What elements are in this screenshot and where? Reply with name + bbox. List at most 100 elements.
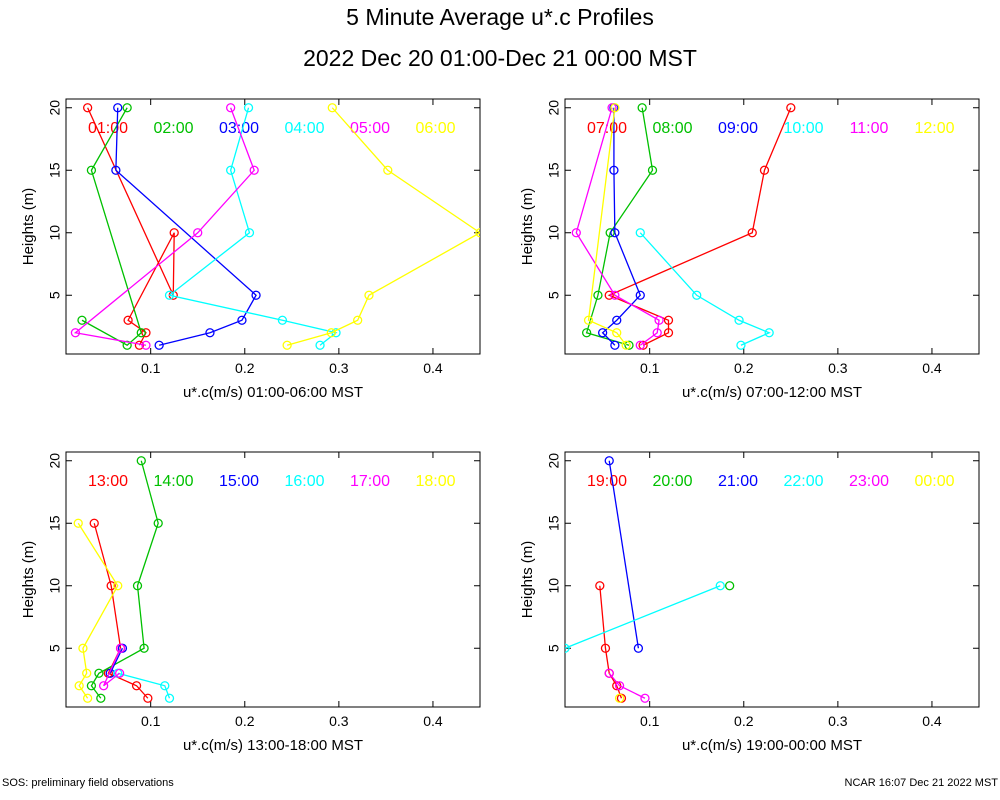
series-1900 <box>595 581 627 703</box>
data-point <box>136 456 146 466</box>
data-point <box>141 328 151 338</box>
data-point <box>604 668 614 678</box>
data-point <box>131 681 142 691</box>
data-point <box>747 228 757 238</box>
data-point <box>237 315 247 325</box>
series-1700 <box>98 643 126 691</box>
data-point <box>609 165 619 175</box>
data-point <box>113 103 123 113</box>
x-tick-label: 0.2 <box>734 713 754 729</box>
series-1100 <box>571 103 664 350</box>
data-point <box>364 290 374 300</box>
data-point <box>604 290 614 300</box>
data-point <box>633 643 644 653</box>
series-0800 <box>581 103 658 350</box>
data-point <box>244 228 255 238</box>
y-tick-label: 5 <box>47 291 63 299</box>
data-point <box>610 290 620 300</box>
data-point <box>786 103 796 113</box>
x-tick-label: 0.3 <box>828 360 848 376</box>
legend-label: 14:00 <box>153 473 193 490</box>
y-tick-label: 10 <box>47 225 63 241</box>
series-line <box>575 107 660 346</box>
data-point <box>89 518 99 528</box>
y-tick-label: 10 <box>546 578 562 594</box>
y-tick-label: 5 <box>546 291 562 299</box>
data-point <box>581 328 592 338</box>
y-axis-label: Heights (m) <box>519 188 536 266</box>
series-line <box>168 107 338 346</box>
data-point <box>759 165 770 175</box>
data-point <box>475 228 480 238</box>
legend-label: 19:00 <box>587 473 627 490</box>
data-point <box>663 315 674 325</box>
x-tick-label: 0.2 <box>235 713 255 729</box>
data-point <box>571 228 581 238</box>
data-point <box>277 315 288 325</box>
data-point <box>251 290 261 300</box>
data-point <box>654 315 664 325</box>
legend-label: 15:00 <box>219 473 259 490</box>
page-subtitle: 2022 Dec 20 01:00-Dec 21 00:00 MST <box>303 45 697 71</box>
data-point <box>595 581 605 591</box>
x-tick-label: 0.3 <box>828 713 848 729</box>
data-point <box>86 165 97 175</box>
data-point <box>74 681 84 691</box>
series-1200 <box>583 103 631 350</box>
data-point <box>282 340 292 350</box>
legend-label: 07:00 <box>587 120 627 137</box>
data-point <box>114 668 125 678</box>
y-tick-label: 15 <box>546 515 562 531</box>
x-axis-label: u*.c(m/s) 19:00-00:00 MST <box>682 737 862 754</box>
y-tick-label: 20 <box>47 453 63 469</box>
series-line <box>587 107 627 346</box>
y-axis-label: Heights (m) <box>20 541 37 619</box>
data-point <box>647 165 658 175</box>
data-point <box>141 340 151 350</box>
data-point <box>153 518 163 528</box>
data-point <box>82 103 93 113</box>
data-point <box>226 165 236 175</box>
data-point <box>593 290 603 300</box>
series-1800 <box>73 518 123 703</box>
legend-label: 20:00 <box>652 473 692 490</box>
x-tick-label: 0.2 <box>734 360 754 376</box>
data-point <box>621 340 631 350</box>
x-tick-label: 0.3 <box>329 360 349 376</box>
plot-frame <box>564 98 980 355</box>
data-point <box>77 315 87 325</box>
legend-label: 09:00 <box>718 120 758 137</box>
series-line <box>81 107 143 347</box>
series-line <box>87 107 175 346</box>
x-tick-label: 0.4 <box>922 360 942 376</box>
data-point <box>78 643 88 653</box>
legend-label: 08:00 <box>652 120 692 137</box>
series-line <box>639 232 771 346</box>
legend-label: 12:00 <box>914 120 954 137</box>
x-tick-label: 0.2 <box>235 360 255 376</box>
data-point <box>111 165 121 175</box>
legend-label: 22:00 <box>783 473 823 490</box>
series-line <box>115 107 257 346</box>
data-point <box>73 518 83 528</box>
x-axis-label: u*.c(m/s) 07:00-12:00 MST <box>682 384 862 401</box>
data-point <box>205 328 215 338</box>
series-0300 <box>111 103 261 350</box>
data-point <box>692 290 702 300</box>
data-point <box>663 328 674 338</box>
data-point <box>734 315 744 325</box>
series-line <box>565 585 721 649</box>
series-0700 <box>604 103 796 350</box>
data-point <box>614 681 625 691</box>
data-point <box>164 290 175 300</box>
y-tick-label: 15 <box>47 162 63 178</box>
data-point <box>243 103 254 113</box>
y-tick-label: 20 <box>546 100 562 116</box>
data-point <box>652 328 662 338</box>
data-point <box>764 328 774 338</box>
x-tick-label: 0.1 <box>640 360 660 376</box>
series-2200 <box>565 581 725 653</box>
data-point <box>638 340 648 350</box>
series-0600 <box>282 103 480 350</box>
footer-timestamp: NCAR 16:07 Dec 21 2022 MST <box>844 777 998 789</box>
